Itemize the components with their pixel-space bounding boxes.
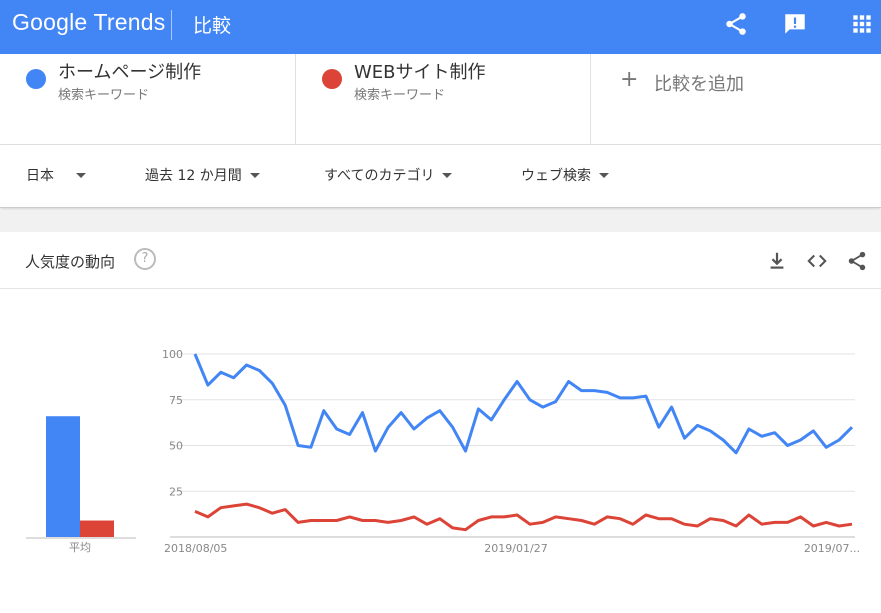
x-tick-label: 2018/08/05 — [164, 542, 227, 555]
average-bar — [80, 520, 114, 537]
search-type-value: ウェブ検索 — [521, 168, 591, 184]
series-line — [194, 502, 853, 532]
embed-code-icon[interactable] — [806, 250, 828, 272]
y-tick-label: 100 — [162, 348, 183, 361]
chevron-down-icon — [442, 172, 453, 178]
category-dropdown[interactable]: すべてのカテゴリ — [324, 165, 453, 185]
help-icon[interactable]: ? — [134, 248, 156, 270]
search-term-2[interactable]: WEBサイト制作 検索キーワード — [296, 54, 591, 144]
search-terms-row: ホームページ制作 検索キーワード WEBサイト制作 検索キーワード + 比較を追… — [0, 54, 881, 145]
series-color-dot — [26, 69, 46, 89]
share-icon[interactable] — [846, 250, 868, 272]
filter-bar: 日本 過去 12 か月間 すべてのカテゴリ ウェブ検索 — [0, 145, 881, 208]
google-trends-logo[interactable]: Google Trends — [12, 9, 166, 35]
average-label: 平均 — [69, 541, 91, 554]
y-tick-label: 75 — [169, 394, 183, 407]
series-color-dot — [322, 69, 342, 89]
plus-icon: + — [620, 67, 639, 92]
card-title: 人気度の動向 — [25, 253, 116, 271]
search-term-1[interactable]: ホームページ制作 検索キーワード — [0, 54, 296, 144]
trend-chart: 100 75 50 25 2018/08/05 2019/01/27 2019/07... 平… — [26, 348, 860, 555]
page-title: 比較 — [193, 15, 232, 37]
section-gap — [0, 210, 881, 232]
feedback-icon[interactable] — [782, 11, 808, 37]
region-dropdown[interactable]: 日本 — [26, 165, 86, 185]
period-value: 過去 12 か月間 — [145, 168, 242, 184]
top-app-bar: Google Trends 比較 — [0, 0, 881, 54]
interest-over-time-card: 人気度の動向 ? 100 75 50 25 2018/08/05 2019/01/27 20… — [0, 232, 881, 613]
download-icon[interactable] — [766, 250, 788, 272]
add-comparison-label: 比較を追加 — [654, 74, 744, 95]
share-icon[interactable] — [723, 11, 749, 37]
period-dropdown[interactable]: 過去 12 か月間 — [145, 165, 260, 185]
x-tick-label: 2019/01/27 — [484, 542, 547, 555]
region-value: 日本 — [26, 168, 54, 184]
search-term-name: ホームページ制作 — [58, 62, 202, 83]
chevron-down-icon — [249, 172, 260, 178]
add-comparison-button[interactable]: + 比較を追加 — [591, 54, 881, 144]
search-term-type: 検索キーワード — [354, 88, 446, 103]
average-bar — [46, 416, 80, 537]
header-divider — [171, 10, 172, 40]
card-divider — [0, 288, 881, 289]
search-term-name: WEBサイト制作 — [354, 62, 486, 83]
search-type-dropdown[interactable]: ウェブ検索 — [521, 165, 609, 185]
y-tick-label: 50 — [169, 440, 183, 453]
y-tick-label: 25 — [169, 485, 183, 498]
series-line — [193, 353, 854, 455]
chevron-down-icon — [76, 172, 86, 178]
search-term-type: 検索キーワード — [58, 88, 150, 103]
chevron-down-icon — [599, 172, 609, 178]
category-value: すべてのカテゴリ — [324, 168, 435, 184]
x-tick-label: 2019/07... — [804, 542, 860, 555]
apps-grid-icon[interactable] — [849, 11, 875, 37]
